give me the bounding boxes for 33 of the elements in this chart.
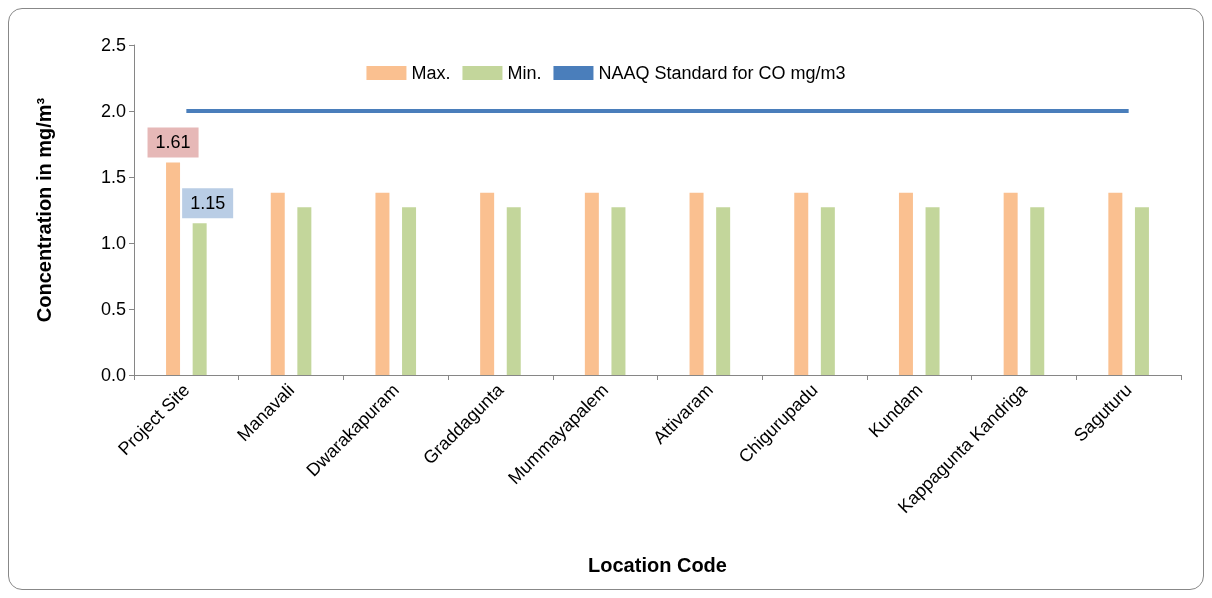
- bar: [166, 162, 181, 375]
- bar: [402, 207, 417, 375]
- y-axis-title: Concentration in mg/m³: [33, 97, 55, 323]
- bar: [192, 223, 207, 375]
- bar: [716, 207, 731, 375]
- bar: [820, 207, 835, 375]
- bar: [611, 207, 626, 375]
- legend-label: Min.: [507, 63, 542, 83]
- y-tick-label: 1.5: [100, 167, 126, 187]
- bar: [375, 192, 390, 375]
- y-tick-label: 2.0: [100, 101, 126, 121]
- x-axis-title: Location Code: [588, 554, 727, 576]
- y-tick-label: 0.0: [100, 365, 126, 385]
- bar: [689, 192, 704, 375]
- legend-label: Max.: [411, 63, 451, 83]
- bar: [297, 207, 312, 375]
- bar: [270, 192, 285, 375]
- y-tick-label: 2.5: [100, 35, 126, 55]
- bar: [1108, 192, 1123, 375]
- bar: [506, 207, 521, 375]
- data-label: 1.61: [155, 132, 191, 153]
- bar: [925, 207, 940, 375]
- bar: [794, 192, 809, 375]
- data-label: 1.15: [190, 193, 226, 214]
- bar: [1134, 207, 1149, 375]
- y-tick-label: 0.5: [100, 299, 126, 319]
- bar: [480, 192, 495, 375]
- bar: [1030, 207, 1045, 375]
- bar: [1003, 192, 1018, 375]
- bar: [584, 192, 599, 375]
- legend-label: NAAQ Standard for CO mg/m3: [598, 63, 846, 83]
- y-tick-label: 1.0: [100, 233, 126, 253]
- bar: [898, 192, 913, 375]
